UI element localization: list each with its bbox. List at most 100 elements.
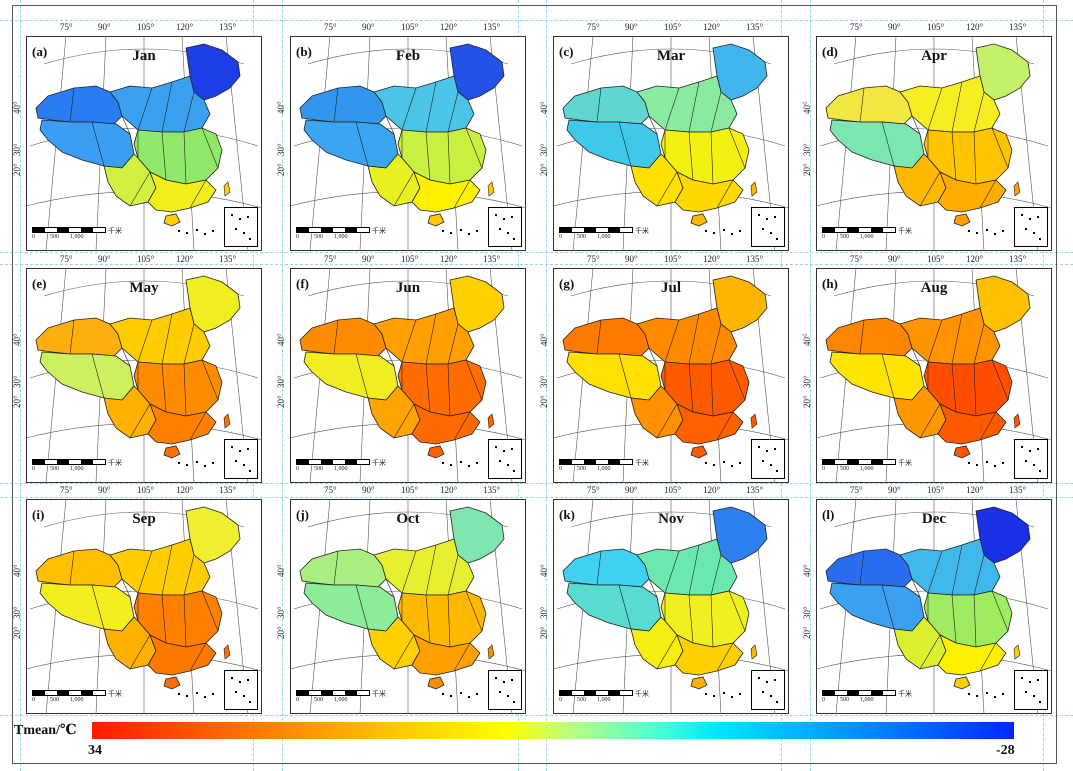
region-north bbox=[109, 307, 211, 365]
region-north bbox=[899, 307, 1001, 365]
region-nw bbox=[35, 85, 123, 125]
china-temperature-map bbox=[290, 36, 526, 251]
guide-line bbox=[0, 20, 1073, 21]
panel-tag: (i) bbox=[32, 507, 45, 522]
scale-unit-label: 千米 bbox=[635, 690, 649, 698]
province-borders bbox=[859, 313, 1009, 441]
latitude-label: 20° bbox=[802, 395, 812, 408]
region-hainan bbox=[690, 445, 708, 459]
longitude-label: 120° bbox=[440, 22, 458, 32]
scale-bar-graphic bbox=[296, 459, 370, 465]
scale-bar-graphic bbox=[822, 459, 896, 465]
scale-label: 1,000 bbox=[597, 466, 611, 472]
panel-tag: (h) bbox=[822, 276, 838, 291]
longitude-label: 105° bbox=[927, 254, 945, 264]
region-taiwan bbox=[1013, 181, 1021, 197]
province-borders bbox=[596, 81, 746, 209]
latitude-label: 20° bbox=[276, 626, 286, 639]
guide-line bbox=[0, 497, 1073, 498]
map-panel: 75° 90° 105° 120° 135° 40° 30° 20° (l) Dec 0 500… bbox=[802, 485, 1052, 714]
longitude-label: 75° bbox=[587, 22, 600, 32]
longitude-label: 135° bbox=[1009, 485, 1027, 495]
scale-label: 500 bbox=[50, 466, 59, 472]
region-hainan bbox=[163, 213, 181, 227]
latitude-label: 30° bbox=[276, 375, 286, 388]
region-north bbox=[636, 75, 738, 133]
region-north bbox=[899, 538, 1001, 596]
scale-label: 0 bbox=[822, 466, 825, 472]
china-temperature-map bbox=[26, 268, 262, 483]
longitude-label: 120° bbox=[966, 485, 984, 495]
map-panel: 75° 90° 105° 120° 135° 40° 30° 20° (g) Jul 0 500… bbox=[539, 254, 789, 483]
region-hainan bbox=[953, 445, 971, 459]
region-taiwan bbox=[223, 644, 231, 660]
region-nw bbox=[562, 317, 650, 357]
scale-label: 1,000 bbox=[70, 466, 84, 472]
longitude-label: 75° bbox=[587, 485, 600, 495]
region-taiwan bbox=[750, 181, 758, 197]
latitude-label: 30° bbox=[802, 375, 812, 388]
region-north bbox=[109, 538, 211, 596]
china-temperature-map bbox=[26, 36, 262, 251]
south-china-sea-inset bbox=[224, 439, 258, 479]
longitude-label: 75° bbox=[850, 22, 863, 32]
latitude-label: 30° bbox=[802, 143, 812, 156]
map-panel: 75° 90° 105° 120° 135° 40° 30° 20° (e) May 0 500… bbox=[12, 254, 262, 483]
guide-line bbox=[546, 0, 547, 771]
region-taiwan bbox=[487, 181, 495, 197]
scale-label: 1,000 bbox=[860, 466, 874, 472]
scale-label: 500 bbox=[577, 697, 586, 703]
scale-label: 0 bbox=[559, 234, 562, 240]
longitude-label: 105° bbox=[927, 22, 945, 32]
longitude-label: 105° bbox=[664, 22, 682, 32]
latitude-label: 40° bbox=[539, 101, 549, 114]
latitude-label: 40° bbox=[276, 101, 286, 114]
longitude-label: 105° bbox=[137, 485, 155, 495]
scale-bar-graphic bbox=[559, 227, 633, 233]
region-south bbox=[147, 634, 217, 676]
panel-tag: (l) bbox=[822, 507, 835, 522]
south-china-sea-inset bbox=[751, 439, 785, 479]
panel-tag: (g) bbox=[559, 276, 575, 291]
province-borders bbox=[333, 81, 483, 209]
region-taiwan bbox=[750, 644, 758, 660]
longitude-label: 120° bbox=[176, 485, 194, 495]
latitude-label: 30° bbox=[12, 143, 22, 156]
scale-bar: 0 500 1,000 千米 bbox=[822, 459, 912, 475]
latitude-label: 20° bbox=[276, 395, 286, 408]
longitude-label: 120° bbox=[176, 254, 194, 264]
longitude-label: 90° bbox=[362, 254, 375, 264]
panel-month-title: Oct bbox=[396, 511, 420, 527]
south-china-sea-inset bbox=[488, 207, 522, 247]
latitude-label: 30° bbox=[539, 375, 549, 388]
scale-label: 0 bbox=[822, 234, 825, 240]
longitude-label: 135° bbox=[746, 22, 764, 32]
panel-tag: (c) bbox=[559, 44, 574, 59]
latitude-label: 30° bbox=[539, 143, 549, 156]
longitude-label: 75° bbox=[324, 485, 337, 495]
map-panel: 75° 90° 105° 120° 135° 40° 30° 20° (a) Jan 0 500… bbox=[12, 22, 262, 251]
scale-bar: 0 500 1,000 千米 bbox=[296, 459, 386, 475]
region-south bbox=[147, 403, 217, 445]
latitude-label: 20° bbox=[12, 395, 22, 408]
map-panel: 75° 90° 105° 120° 135° 40° 30° 20° (j) Oct 0 500… bbox=[276, 485, 526, 714]
latitude-label: 40° bbox=[539, 564, 549, 577]
region-south bbox=[674, 634, 744, 676]
scale-label: 500 bbox=[840, 234, 849, 240]
latitude-label: 30° bbox=[276, 143, 286, 156]
region-nw bbox=[562, 548, 650, 588]
scale-label: 1,000 bbox=[860, 234, 874, 240]
region-nw bbox=[299, 85, 387, 125]
latitude-label: 40° bbox=[539, 333, 549, 346]
china-temperature-map bbox=[816, 268, 1052, 483]
province-borders bbox=[333, 313, 483, 441]
longitude-label: 120° bbox=[966, 22, 984, 32]
map-panel: 75° 90° 105° 120° 135° 40° 30° 20° (i) Sep 0 500… bbox=[12, 485, 262, 714]
panel-tag: (k) bbox=[559, 507, 575, 522]
longitude-label: 105° bbox=[401, 485, 419, 495]
china-temperature-map bbox=[26, 499, 262, 714]
panel-month-title: Apr bbox=[921, 48, 947, 64]
region-hainan bbox=[690, 676, 708, 690]
scale-bar-graphic bbox=[32, 459, 106, 465]
latitude-label: 40° bbox=[802, 333, 812, 346]
